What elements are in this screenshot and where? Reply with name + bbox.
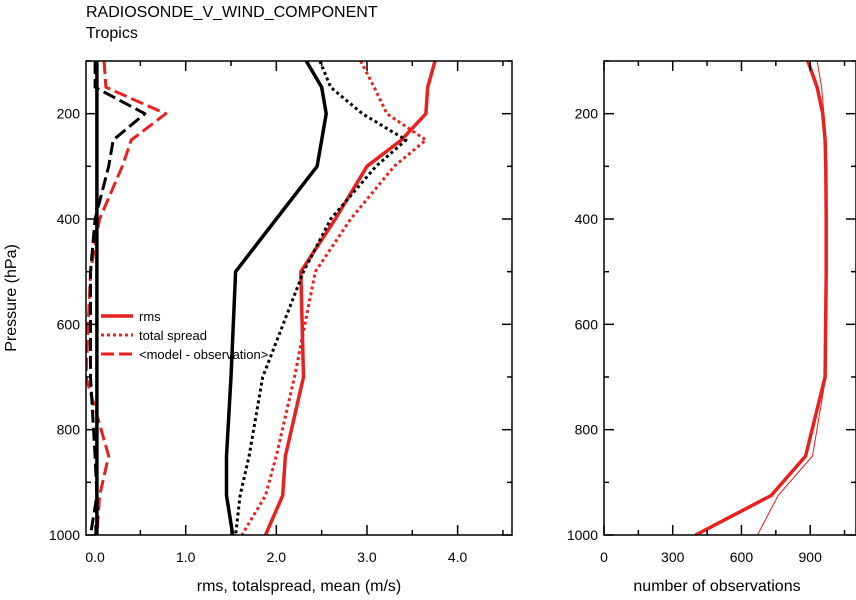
yaxis-title: Pressure (hPa) bbox=[3, 244, 20, 352]
chart-subtitle: Tropics bbox=[86, 25, 138, 42]
left-ytick-label: 1000 bbox=[49, 527, 80, 543]
left-ytick-label: 600 bbox=[57, 316, 81, 332]
left-series-group bbox=[86, 61, 437, 535]
chart-title: RADIOSONDE_V_WIND_COMPONENT bbox=[86, 4, 378, 21]
legend-label-1: total spread bbox=[139, 328, 207, 343]
legend: rms total spread <model - observation> bbox=[101, 309, 268, 362]
left-series-line-5 bbox=[89, 61, 147, 535]
left-xaxis-title: rms, totalspread, mean (m/s) bbox=[197, 578, 402, 595]
left-xtick-label: 1.0 bbox=[176, 549, 196, 565]
right-series-group bbox=[694, 61, 828, 535]
left-xtick-label: 3.0 bbox=[357, 549, 377, 565]
legend-label-2: <model - observation> bbox=[139, 347, 268, 362]
right-ytick-label: 600 bbox=[575, 316, 599, 332]
legend-label-0: rms bbox=[139, 309, 161, 324]
right-xtick-label: 900 bbox=[799, 549, 823, 565]
left-series-line-0 bbox=[263, 61, 437, 535]
right-ytick-label: 800 bbox=[575, 422, 599, 438]
right-ytick-label: 1000 bbox=[567, 527, 598, 543]
left-series-line-4 bbox=[234, 61, 408, 535]
right-xtick-label: 0 bbox=[600, 549, 608, 565]
left-ytick-label: 400 bbox=[57, 211, 81, 227]
right-plot-frame bbox=[603, 60, 856, 536]
left-xtick-label: 0.0 bbox=[85, 549, 105, 565]
right-xtick-label: 300 bbox=[661, 549, 685, 565]
left-series-line-2 bbox=[86, 61, 168, 535]
left-series-line-3 bbox=[224, 61, 328, 535]
right-ytick-label: 200 bbox=[575, 106, 599, 122]
right-ytick-label: 400 bbox=[575, 211, 599, 227]
right-xtick-label: 600 bbox=[730, 549, 754, 565]
left-series-line-1 bbox=[240, 61, 428, 535]
right-xaxis-title: number of observations bbox=[633, 578, 800, 595]
left-xtick-label: 2.0 bbox=[267, 549, 287, 565]
left-plot-frame bbox=[85, 60, 513, 536]
left-ytick-label: 800 bbox=[57, 422, 81, 438]
left-xtick-label: 4.0 bbox=[448, 549, 468, 565]
left-panel: 200 400 600 800 1000 0.0 1.0 2.0 3.0 4.0 rms, tota… bbox=[3, 60, 513, 595]
right-series-line-0 bbox=[694, 61, 828, 535]
left-ytick-label: 200 bbox=[57, 106, 81, 122]
right-series-line-1 bbox=[757, 61, 827, 535]
